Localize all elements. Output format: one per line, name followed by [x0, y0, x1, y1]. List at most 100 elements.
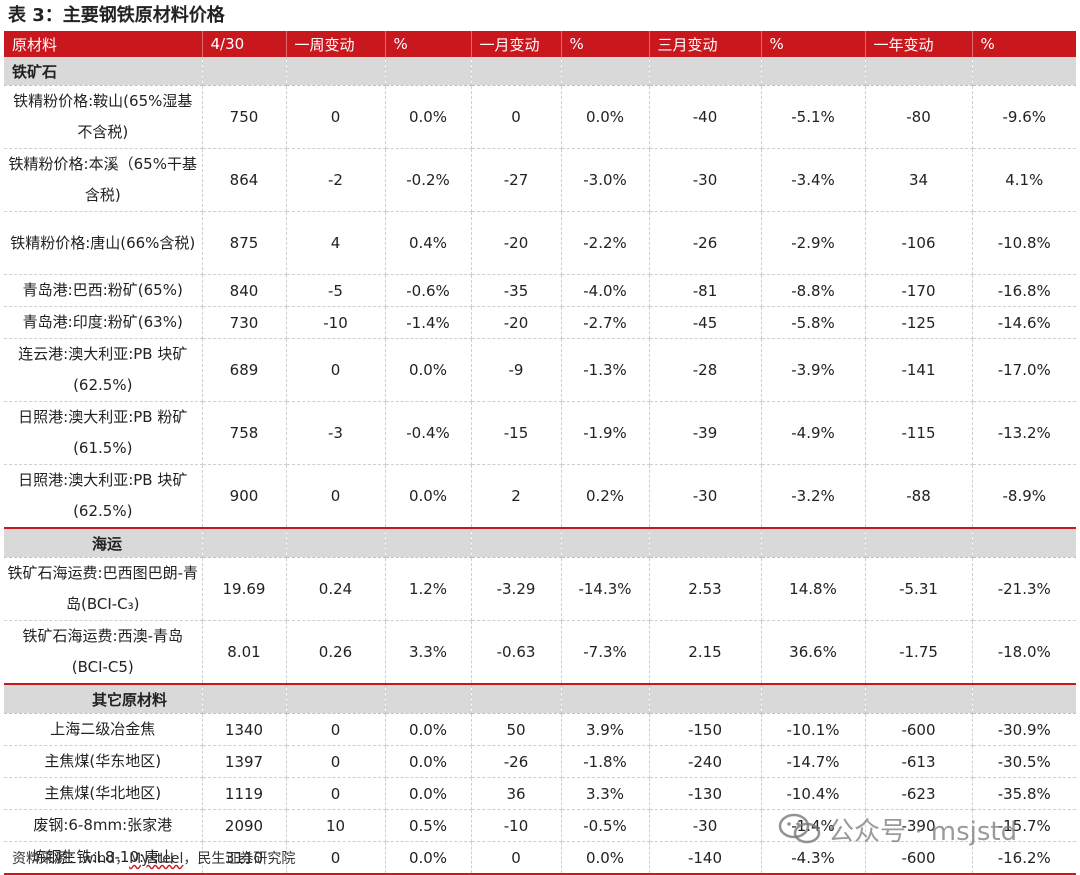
material-name-cell: 连云港:澳大利亚:PB 块矿(62.5%) [4, 338, 203, 402]
value-cell: 730 [202, 306, 287, 339]
section-empty-cell [761, 57, 866, 86]
value-cell: 689 [202, 338, 287, 402]
value-cell: -16.2% [972, 841, 1076, 875]
header-cell: % [561, 31, 650, 57]
value-cell: -3.29 [471, 557, 562, 621]
source-prefix: 资料来源：wind， [12, 851, 130, 867]
wechat-icon [778, 813, 821, 844]
value-cell: 4 [286, 211, 386, 275]
value-cell: -10.8% [972, 211, 1076, 275]
value-cell: -7.3% [561, 620, 650, 685]
value-cell: -0.5% [561, 809, 650, 842]
material-name-cell: 废钢:6-8mm:张家港 [4, 809, 203, 842]
value-cell: -14.3% [561, 557, 650, 621]
value-cell: 1.2% [385, 557, 472, 621]
table-row: 铁精粉价格:鞍山(65%湿基不含税) 750 0 0.0% 0 0.0% -40 -5.1% -… [4, 85, 1076, 149]
value-cell: 900 [202, 464, 287, 529]
section-empty-cell [561, 527, 650, 558]
value-cell: -3 [286, 401, 386, 465]
value-cell: -30.9% [972, 713, 1076, 746]
value-cell: -18.0% [972, 620, 1076, 685]
value-cell: -10.1% [761, 713, 866, 746]
value-cell: -0.4% [385, 401, 472, 465]
value-cell: -115 [865, 401, 973, 465]
value-cell: 750 [202, 85, 287, 149]
table-row: 铁矿石海运费:西澳-青岛(BCI-C5) 8.01 0.26 3.3% -0.63 -7.… [4, 620, 1076, 685]
section-empty-cell [286, 57, 386, 86]
value-cell: -80 [865, 85, 973, 149]
value-cell: -13.2% [972, 401, 1076, 465]
value-cell: -30 [649, 464, 762, 529]
value-cell: -5 [286, 274, 386, 307]
value-cell: -130 [649, 777, 762, 810]
value-cell: 0 [286, 777, 386, 810]
table-title: 表 3：主要钢铁原材料价格 [8, 5, 225, 26]
value-cell: -0.2% [385, 148, 472, 212]
value-cell: -0.6% [385, 274, 472, 307]
value-cell: 0.5% [385, 809, 472, 842]
watermark: 公众号 · msjstd [778, 809, 1017, 849]
value-cell: -4.0% [561, 274, 650, 307]
value-cell: -15 [471, 401, 562, 465]
value-cell: -35.8% [972, 777, 1076, 810]
table-row: 主焦煤(华北地区) 1119 0 0.0% 36 3.3% -130 -10.4% -623 -3… [4, 777, 1076, 810]
section-empty-cell [202, 683, 287, 714]
section-label: 海运 [4, 527, 203, 558]
value-cell: -88 [865, 464, 973, 529]
value-cell: 3.9% [561, 713, 650, 746]
value-cell: 3.3% [561, 777, 650, 810]
section-empty-cell [471, 527, 562, 558]
header-cell: 一周变动 [286, 31, 386, 57]
section-row: 海运 [4, 527, 1076, 558]
material-name-cell: 青岛港:印度:粉矿(63%) [4, 306, 203, 339]
value-cell: 1119 [202, 777, 287, 810]
header-cell: 三月变动 [649, 31, 762, 57]
header-cell: % [385, 31, 472, 57]
section-empty-cell [649, 683, 762, 714]
header-cell: % [972, 31, 1076, 57]
section-empty-cell [471, 57, 562, 86]
value-cell: 36 [471, 777, 562, 810]
value-cell: -26 [649, 211, 762, 275]
value-cell: 2.15 [649, 620, 762, 685]
value-cell: -600 [865, 713, 973, 746]
material-name-cell: 日照港:澳大利亚:PB 块矿(62.5%) [4, 464, 203, 529]
value-cell: -1.9% [561, 401, 650, 465]
material-name-cell: 铁精粉价格:唐山(66%含税) [4, 211, 203, 275]
material-name-cell: 铁精粉价格:本溪（65%干基含税) [4, 148, 203, 212]
value-cell: -28 [649, 338, 762, 402]
value-cell: 0 [286, 85, 386, 149]
value-cell: -390 [865, 809, 973, 842]
value-cell: -39 [649, 401, 762, 465]
material-name-cell: 铁矿石海运费:巴西图巴朗-青岛(BCI-C₃) [4, 557, 203, 621]
table-row: 日照港:澳大利亚:PB 粉矿(61.5%) 758 -3 -0.4% -15 -1.9% -… [4, 401, 1076, 465]
value-cell: 1340 [202, 713, 287, 746]
value-cell: 3110 [202, 841, 287, 875]
section-empty-cell [385, 683, 472, 714]
value-cell: 14.8% [761, 557, 866, 621]
value-cell: -10.4% [761, 777, 866, 810]
value-cell: 875 [202, 211, 287, 275]
header-cell: 一年变动 [865, 31, 973, 57]
value-cell: -240 [649, 745, 762, 778]
value-cell: -5.31 [865, 557, 973, 621]
section-empty-cell [761, 683, 866, 714]
material-name-cell: 青岛港:巴西:粉矿(65%) [4, 274, 203, 307]
value-cell: 34 [865, 148, 973, 212]
value-cell: -1.75 [865, 620, 973, 685]
section-empty-cell [865, 683, 973, 714]
header-cell: 一月变动 [471, 31, 562, 57]
value-cell: 0.0% [385, 85, 472, 149]
value-cell: 0.0% [561, 85, 650, 149]
section-empty-cell [385, 57, 472, 86]
value-cell: -0.63 [471, 620, 562, 685]
value-cell: -40 [649, 85, 762, 149]
material-name-cell: 主焦煤(华北地区) [4, 777, 203, 810]
value-cell: -141 [865, 338, 973, 402]
table-row: 青岛港:印度:粉矿(63%) 730 -10 -1.4% -20 -2.7% -45 -5.8… [4, 306, 1076, 339]
value-cell: 2 [471, 464, 562, 529]
section-row: 其它原材料 [4, 683, 1076, 714]
value-cell: -10 [286, 306, 386, 339]
value-cell: 0 [286, 713, 386, 746]
value-cell: -1.8% [561, 745, 650, 778]
